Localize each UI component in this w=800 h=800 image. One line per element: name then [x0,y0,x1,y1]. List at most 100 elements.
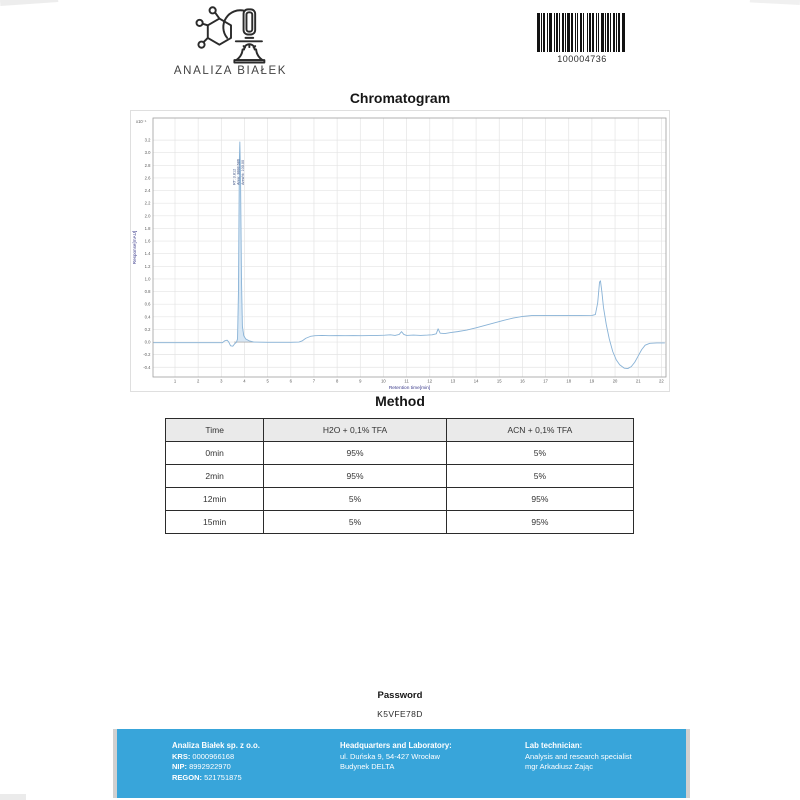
footer-tech-lines: Analysis and research specialist mgr Arka… [525,752,685,773]
svg-text:Retention time[min]: Retention time[min] [389,385,430,391]
password-block: Password K5VFE78D [0,690,800,719]
method-table: Time H2O + 0,1% TFA ACN + 0,1% TFA 0min 95%… [164,418,635,534]
footer-text-line: Analysis and research specialist [525,751,632,761]
footer-text-line: Budynek DELTA [340,762,395,772]
svg-text:Area%: 100.00: Area%: 100.00 [241,160,245,185]
svg-text:2.0: 2.0 [145,213,151,218]
svg-text:2.2: 2.2 [145,201,151,206]
svg-text:6: 6 [290,379,293,384]
method-table-cell: 5% [445,464,635,488]
svg-text:8: 8 [336,379,339,384]
scan-artifact [0,0,59,6]
svg-text:21: 21 [636,379,641,384]
footer-company-registry: KRS: 0000966168 NIP: 8992922970 REGON: 521… [172,752,340,784]
svg-text:3: 3 [220,379,223,384]
svg-text:-0.2: -0.2 [143,352,151,357]
method-table-cell: 5% [263,487,447,511]
svg-text:1: 1 [174,379,177,384]
method-table-cell: 95% [445,510,635,534]
svg-text:12: 12 [427,379,432,384]
footer-tech-title: Lab technician: [525,741,583,750]
footer-text-line: mgr Arkadiusz Zając [525,762,593,772]
page-shadow [113,729,117,798]
method-table-cell: 5% [263,510,447,534]
svg-text:5: 5 [266,379,269,384]
footer-band: Analiza Białek sp. z o.o. KRS: 000096616… [117,729,686,798]
footer-company-name: Analiza Białek sp. z o.o. [172,741,260,750]
password-label: Password [377,690,423,701]
svg-text:2: 2 [197,379,200,384]
svg-text:18: 18 [566,379,571,384]
footer-hq-column: Headquarters and Laboratory: ul. Duńska … [340,741,525,798]
svg-text:0.0: 0.0 [145,340,151,345]
method-table-cell: 5% [445,441,635,465]
svg-text:x10⁻¹: x10⁻¹ [136,119,147,124]
svg-text:0.2: 0.2 [145,327,151,332]
method-table-row: 12min 5% 95% [164,487,635,511]
svg-text:0.4: 0.4 [145,314,151,319]
svg-text:Response[mAU]: Response[mAU] [132,231,137,264]
footer-hq-title: Headquarters and Laboratory: [340,741,452,750]
method-table-cell: 95% [445,487,635,511]
method-table-row: 0min 95% 5% [164,441,635,465]
footer-text-line: ul. Duńska 9, 54-427 Wrocław [340,751,440,761]
svg-text:2.8: 2.8 [145,163,151,168]
svg-text:14: 14 [474,379,479,384]
footer-registry-line: NIP: 8992922970 [172,762,231,772]
svg-text:20: 20 [613,379,618,384]
method-table-cell: 95% [263,441,447,465]
footer-hq-lines: ul. Duńska 9, 54-427 Wrocław Budynek DELT… [340,752,525,773]
password-value: K5VFE78D [377,709,423,719]
svg-text:4: 4 [243,379,246,384]
method-col-header: H2O + 0,1% TFA [263,418,447,442]
method-table-row: 2min 95% 5% [164,464,635,488]
method-title: Method [375,393,425,409]
svg-text:17: 17 [543,379,548,384]
svg-text:16: 16 [520,379,525,384]
chromatogram-chart: 1 2 3 4 5 6 7 8 9 10 11 12 13 14 15 16 17 18 19 20 21 22 -0.4-… [130,110,670,392]
svg-text:Area: 3888.686: Area: 3888.686 [237,159,241,185]
svg-text:19: 19 [590,379,595,384]
barcode-block: 100004736 [532,13,632,64]
footer-tech-column: Lab technician: Analysis and research sp… [525,741,685,798]
svg-text:1.8: 1.8 [145,226,151,231]
svg-text:11: 11 [404,379,409,384]
footer-registry-line: KRS: 0000966168 [172,751,235,761]
svg-text:13: 13 [451,379,456,384]
svg-text:9: 9 [359,379,362,384]
molecule-microscope-icon [195,6,265,64]
svg-text:3.0: 3.0 [145,150,151,155]
method-col-header: Time [164,418,265,442]
company-logo: ANALIZA BIAŁEK [168,6,293,77]
method-table-cell: 0min [164,441,265,465]
svg-text:-0.4: -0.4 [143,365,151,370]
svg-text:2.6: 2.6 [145,175,151,180]
svg-text:1.2: 1.2 [145,264,151,269]
svg-text:1.4: 1.4 [145,251,151,256]
svg-text:7: 7 [313,379,316,384]
svg-text:15: 15 [497,379,502,384]
scan-artifact [0,794,26,800]
barcode-icon [537,13,625,52]
svg-text:3.2: 3.2 [145,138,151,143]
svg-text:1.0: 1.0 [145,276,151,281]
svg-text:0.8: 0.8 [145,289,151,294]
svg-text:10: 10 [381,379,386,384]
method-table-header-row: Time H2O + 0,1% TFA ACN + 0,1% TFA [164,418,635,442]
scan-artifact [749,0,800,5]
method-table-cell: 12min [164,487,265,511]
method-col-header: ACN + 0,1% TFA [445,418,635,442]
svg-text:0.6: 0.6 [145,302,151,307]
logo-text: ANALIZA BIAŁEK [173,65,288,77]
method-table-cell: 2min [164,464,265,488]
footer-company-column: Analiza Białek sp. z o.o. KRS: 000096616… [172,741,340,798]
barcode-number: 100004736 [557,54,607,64]
method-table-cell: 15min [164,510,265,534]
svg-text:2.4: 2.4 [145,188,151,193]
chromatogram-plot: 1 2 3 4 5 6 7 8 9 10 11 12 13 14 15 16 17 18 19 20 21 22-0.4-… [130,110,670,392]
svg-text:22: 22 [659,379,664,384]
method-table-cell: 95% [263,464,447,488]
svg-text:RT: 3.812: RT: 3.812 [232,169,236,185]
chromatogram-title: Chromatogram [349,90,451,106]
